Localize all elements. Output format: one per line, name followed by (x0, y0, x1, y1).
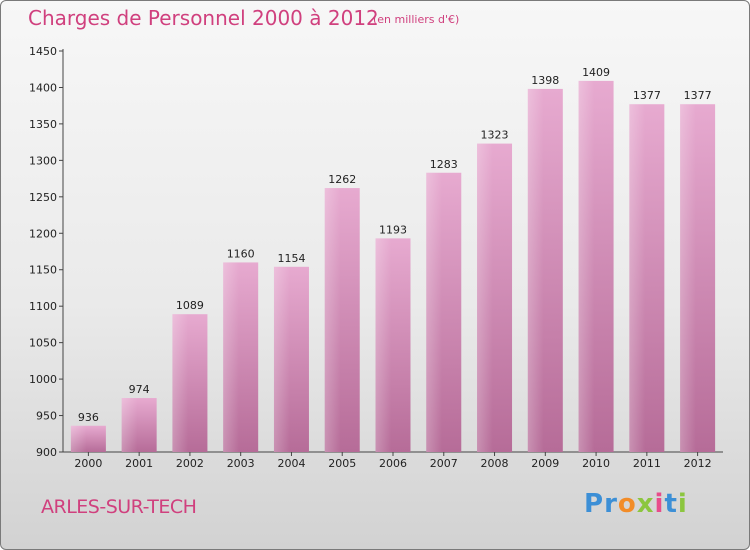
bar-highlight (324, 188, 341, 452)
logo-letter: t (664, 489, 678, 519)
logo-letter: r (604, 489, 618, 519)
y-tick-label: 1350 (29, 118, 57, 131)
bar-highlight (527, 88, 544, 453)
y-tick-label: 900 (36, 446, 57, 459)
bar-highlight (375, 238, 392, 452)
y-tick-label: 1050 (29, 337, 57, 350)
y-tick-label: 1200 (29, 227, 57, 240)
bar-value-label: 1323 (481, 129, 509, 142)
y-tick-label: 1150 (29, 264, 57, 277)
bar-value-label: 1160 (227, 247, 255, 260)
bar-highlight (680, 104, 696, 452)
x-tick-label: 2004 (277, 457, 305, 470)
y-tick-label: 1000 (29, 373, 57, 386)
chart-subtitle: (en milliers d'€) (373, 13, 460, 26)
logo-letter: i (677, 489, 688, 519)
bar-value-label: 1377 (633, 89, 661, 102)
bar-value-label: 1377 (684, 89, 712, 102)
y-tick-label: 1400 (29, 81, 57, 94)
bar-value-label: 1154 (277, 252, 305, 265)
chart-title: Charges de Personnel 2000 à 2012 (28, 6, 379, 30)
bar-value-label: 974 (129, 383, 150, 396)
bar-highlight (629, 104, 646, 452)
x-tick-label: 2010 (582, 457, 610, 470)
x-tick-label: 2005 (328, 457, 356, 470)
x-tick-label: 2001 (125, 457, 153, 470)
y-tick-label: 1300 (29, 154, 57, 167)
x-tick-label: 2000 (74, 457, 102, 470)
bar-value-label: 936 (78, 411, 99, 424)
x-tick-label: 2011 (633, 457, 661, 470)
x-tick-label: 2009 (531, 457, 559, 470)
bar-value-label: 1193 (379, 223, 407, 236)
proxiti-logo: Proxiti (584, 489, 688, 519)
bar-value-label: 1409 (582, 66, 610, 79)
bar-highlight (426, 172, 443, 452)
y-tick-label: 950 (36, 410, 57, 423)
x-tick-label: 2002 (176, 457, 204, 470)
logo-letter: P (584, 489, 605, 519)
logo-letter: i (654, 489, 665, 519)
x-tick-label: 2003 (227, 457, 255, 470)
bar-highlight (223, 262, 239, 452)
bar-highlight (70, 425, 87, 452)
bar-value-label: 1262 (328, 173, 356, 186)
bar-highlight (578, 80, 595, 452)
logo-letter: o (617, 489, 637, 519)
bar-highlight (477, 143, 493, 452)
bar-value-label: 1398 (531, 74, 559, 87)
y-tick-label: 1250 (29, 191, 57, 204)
y-tick-label: 1450 (29, 45, 57, 58)
x-tick-label: 2006 (379, 457, 407, 470)
bar-value-label: 1283 (430, 158, 458, 171)
bar-value-label: 1089 (176, 299, 204, 312)
city-name: ARLES-SUR-TECH (41, 496, 197, 518)
y-tick-label: 1100 (29, 300, 57, 313)
x-tick-label: 2012 (684, 457, 712, 470)
bar-highlight (121, 398, 138, 452)
logo-letter: x (636, 489, 655, 519)
bar-highlight (172, 314, 189, 452)
x-tick-label: 2007 (430, 457, 458, 470)
bar-highlight (273, 266, 290, 452)
x-tick-label: 2008 (481, 457, 509, 470)
